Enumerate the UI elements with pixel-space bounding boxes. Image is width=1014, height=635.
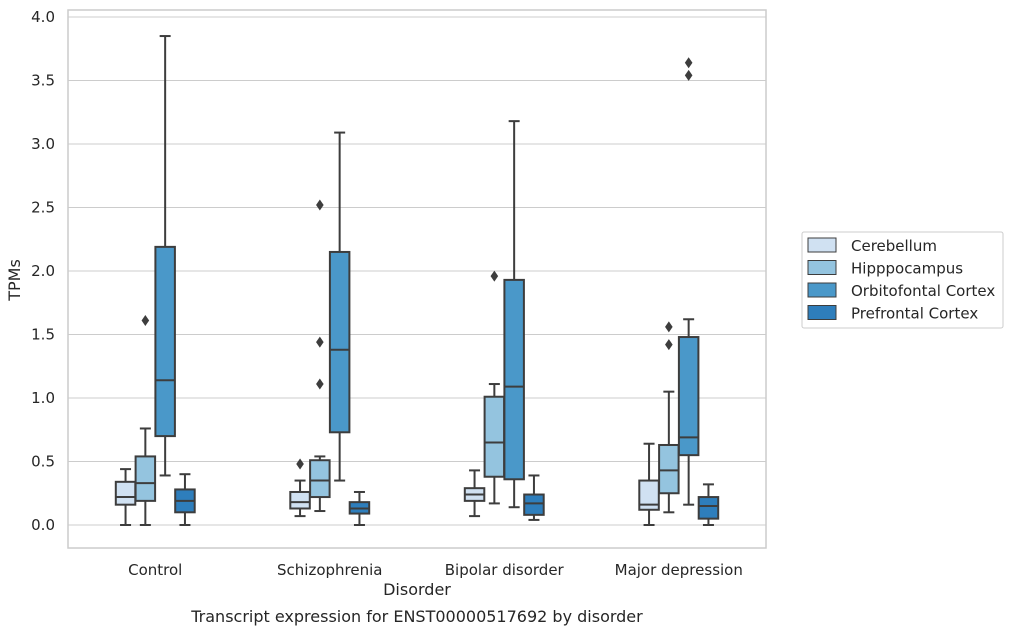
x-tick-labels: Control Schizophrenia Bipolar disorder Majo… <box>128 561 743 579</box>
box <box>134 455 157 502</box>
box <box>309 459 331 499</box>
box-plot <box>309 199 331 513</box>
legend-swatch <box>807 237 837 253</box>
box <box>677 336 700 457</box>
box <box>154 245 176 438</box>
x-tick-label: Bipolar disorder <box>445 561 565 579</box>
legend-label: Hipppocampus <box>851 260 963 278</box>
x-tick-label: Control <box>128 561 182 579</box>
box-plot <box>483 270 506 505</box>
x-tick-label: Schizophrenia <box>277 561 382 579</box>
outlier-point <box>316 336 324 348</box>
box <box>523 493 545 516</box>
box-plot <box>658 321 680 514</box>
box-plot <box>697 483 720 526</box>
y-tick-labels: 0.0 0.5 1.0 1.5 2.0 2.5 3.0 3.5 4.0 <box>31 8 55 534</box>
outlier-point <box>141 315 150 327</box>
y-tick-label: 3.0 <box>31 135 55 153</box>
box-plot <box>677 57 700 506</box>
box <box>697 496 720 520</box>
y-tick-label: 4.0 <box>31 8 55 26</box>
box-plot <box>134 315 157 526</box>
legend: Cerebellum Hipppocampus Orbitofontal Corte… <box>801 231 1004 329</box>
outlier-point <box>684 57 693 69</box>
outlier-point <box>296 458 304 470</box>
legend-label: Orbitofontal Cortex <box>851 282 995 300</box>
box-plot <box>638 442 660 526</box>
y-tick-label: 1.0 <box>31 389 55 407</box>
legend-label: Prefrontal Cortex <box>851 305 978 323</box>
box-plots <box>114 35 720 526</box>
outlier-point <box>316 378 324 390</box>
chart-caption: Transcript expression for ENST0000051769… <box>190 607 643 626</box>
y-tick-label: 2.5 <box>31 199 55 217</box>
y-axis-label: TPMs <box>5 259 24 302</box>
box <box>638 479 660 511</box>
legend-label: Cerebellum <box>851 237 937 255</box>
legend-swatch <box>807 260 837 275</box>
legend-swatch <box>807 305 837 320</box>
box <box>483 395 506 478</box>
y-tick-label: 0.5 <box>31 453 55 471</box>
y-tick-label: 1.5 <box>31 326 55 344</box>
box-plot <box>174 473 196 526</box>
outlier-point <box>490 270 499 282</box>
box-plot <box>503 120 525 509</box>
outlier-point <box>665 321 673 333</box>
box-plot <box>523 474 545 521</box>
outlier-point <box>316 199 324 211</box>
box-plot <box>348 490 371 526</box>
box <box>289 490 311 510</box>
y-tick-label: 3.5 <box>31 72 55 90</box>
box <box>503 278 525 481</box>
legend-swatch <box>807 282 837 298</box>
y-tick-label: 2.0 <box>31 262 55 280</box>
x-tick-label: Major depression <box>615 561 743 579</box>
box <box>658 443 680 495</box>
x-axis-label: Disorder <box>383 580 451 599</box>
outlier-point <box>665 339 673 351</box>
y-tick-label: 0.0 <box>31 516 55 534</box>
box-plot <box>289 458 311 518</box>
legend-frame <box>801 231 1004 329</box>
box <box>328 250 351 434</box>
plot-frame <box>67 9 767 549</box>
box-plot <box>154 35 176 477</box>
box-plot <box>328 131 351 482</box>
box <box>114 480 137 506</box>
box-plot <box>463 469 486 518</box>
outlier-point <box>684 69 693 81</box>
